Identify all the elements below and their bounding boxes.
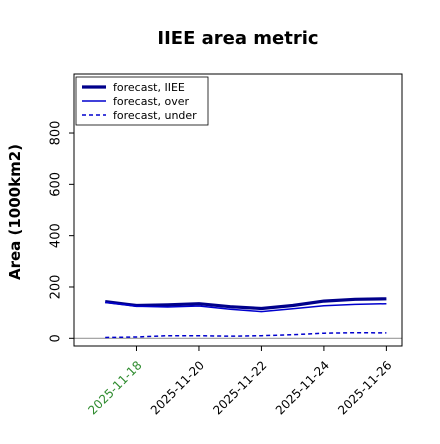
legend-label-2: forecast, under <box>113 109 197 122</box>
series-line-2 <box>105 331 387 339</box>
x-tick-label: 2025-11-26 <box>335 358 394 417</box>
x-tick-label: 2025-11-20 <box>148 358 207 417</box>
chart-title: IIEE area metric <box>157 28 318 49</box>
y-tick-label: 200 <box>49 275 64 300</box>
y-tick-label: 400 <box>49 223 64 248</box>
x-tick-label: 2025-11-22 <box>210 358 269 417</box>
legend-label-1: forecast, over <box>113 95 189 108</box>
y-axis-label: Area (1000km2) <box>6 144 24 280</box>
y-tick-label: 800 <box>49 121 64 146</box>
y-tick-label: 600 <box>49 172 64 197</box>
x-tick-label: 2025-11-24 <box>273 358 332 417</box>
series-line-1 <box>105 301 387 313</box>
plot-frame <box>73 73 403 347</box>
x-tick-label: 2025-11-18 <box>85 358 144 417</box>
y-tick-label: 0 <box>49 334 64 342</box>
legend-label-0: forecast, IIEE <box>113 81 185 94</box>
series-line-0 <box>105 297 387 311</box>
